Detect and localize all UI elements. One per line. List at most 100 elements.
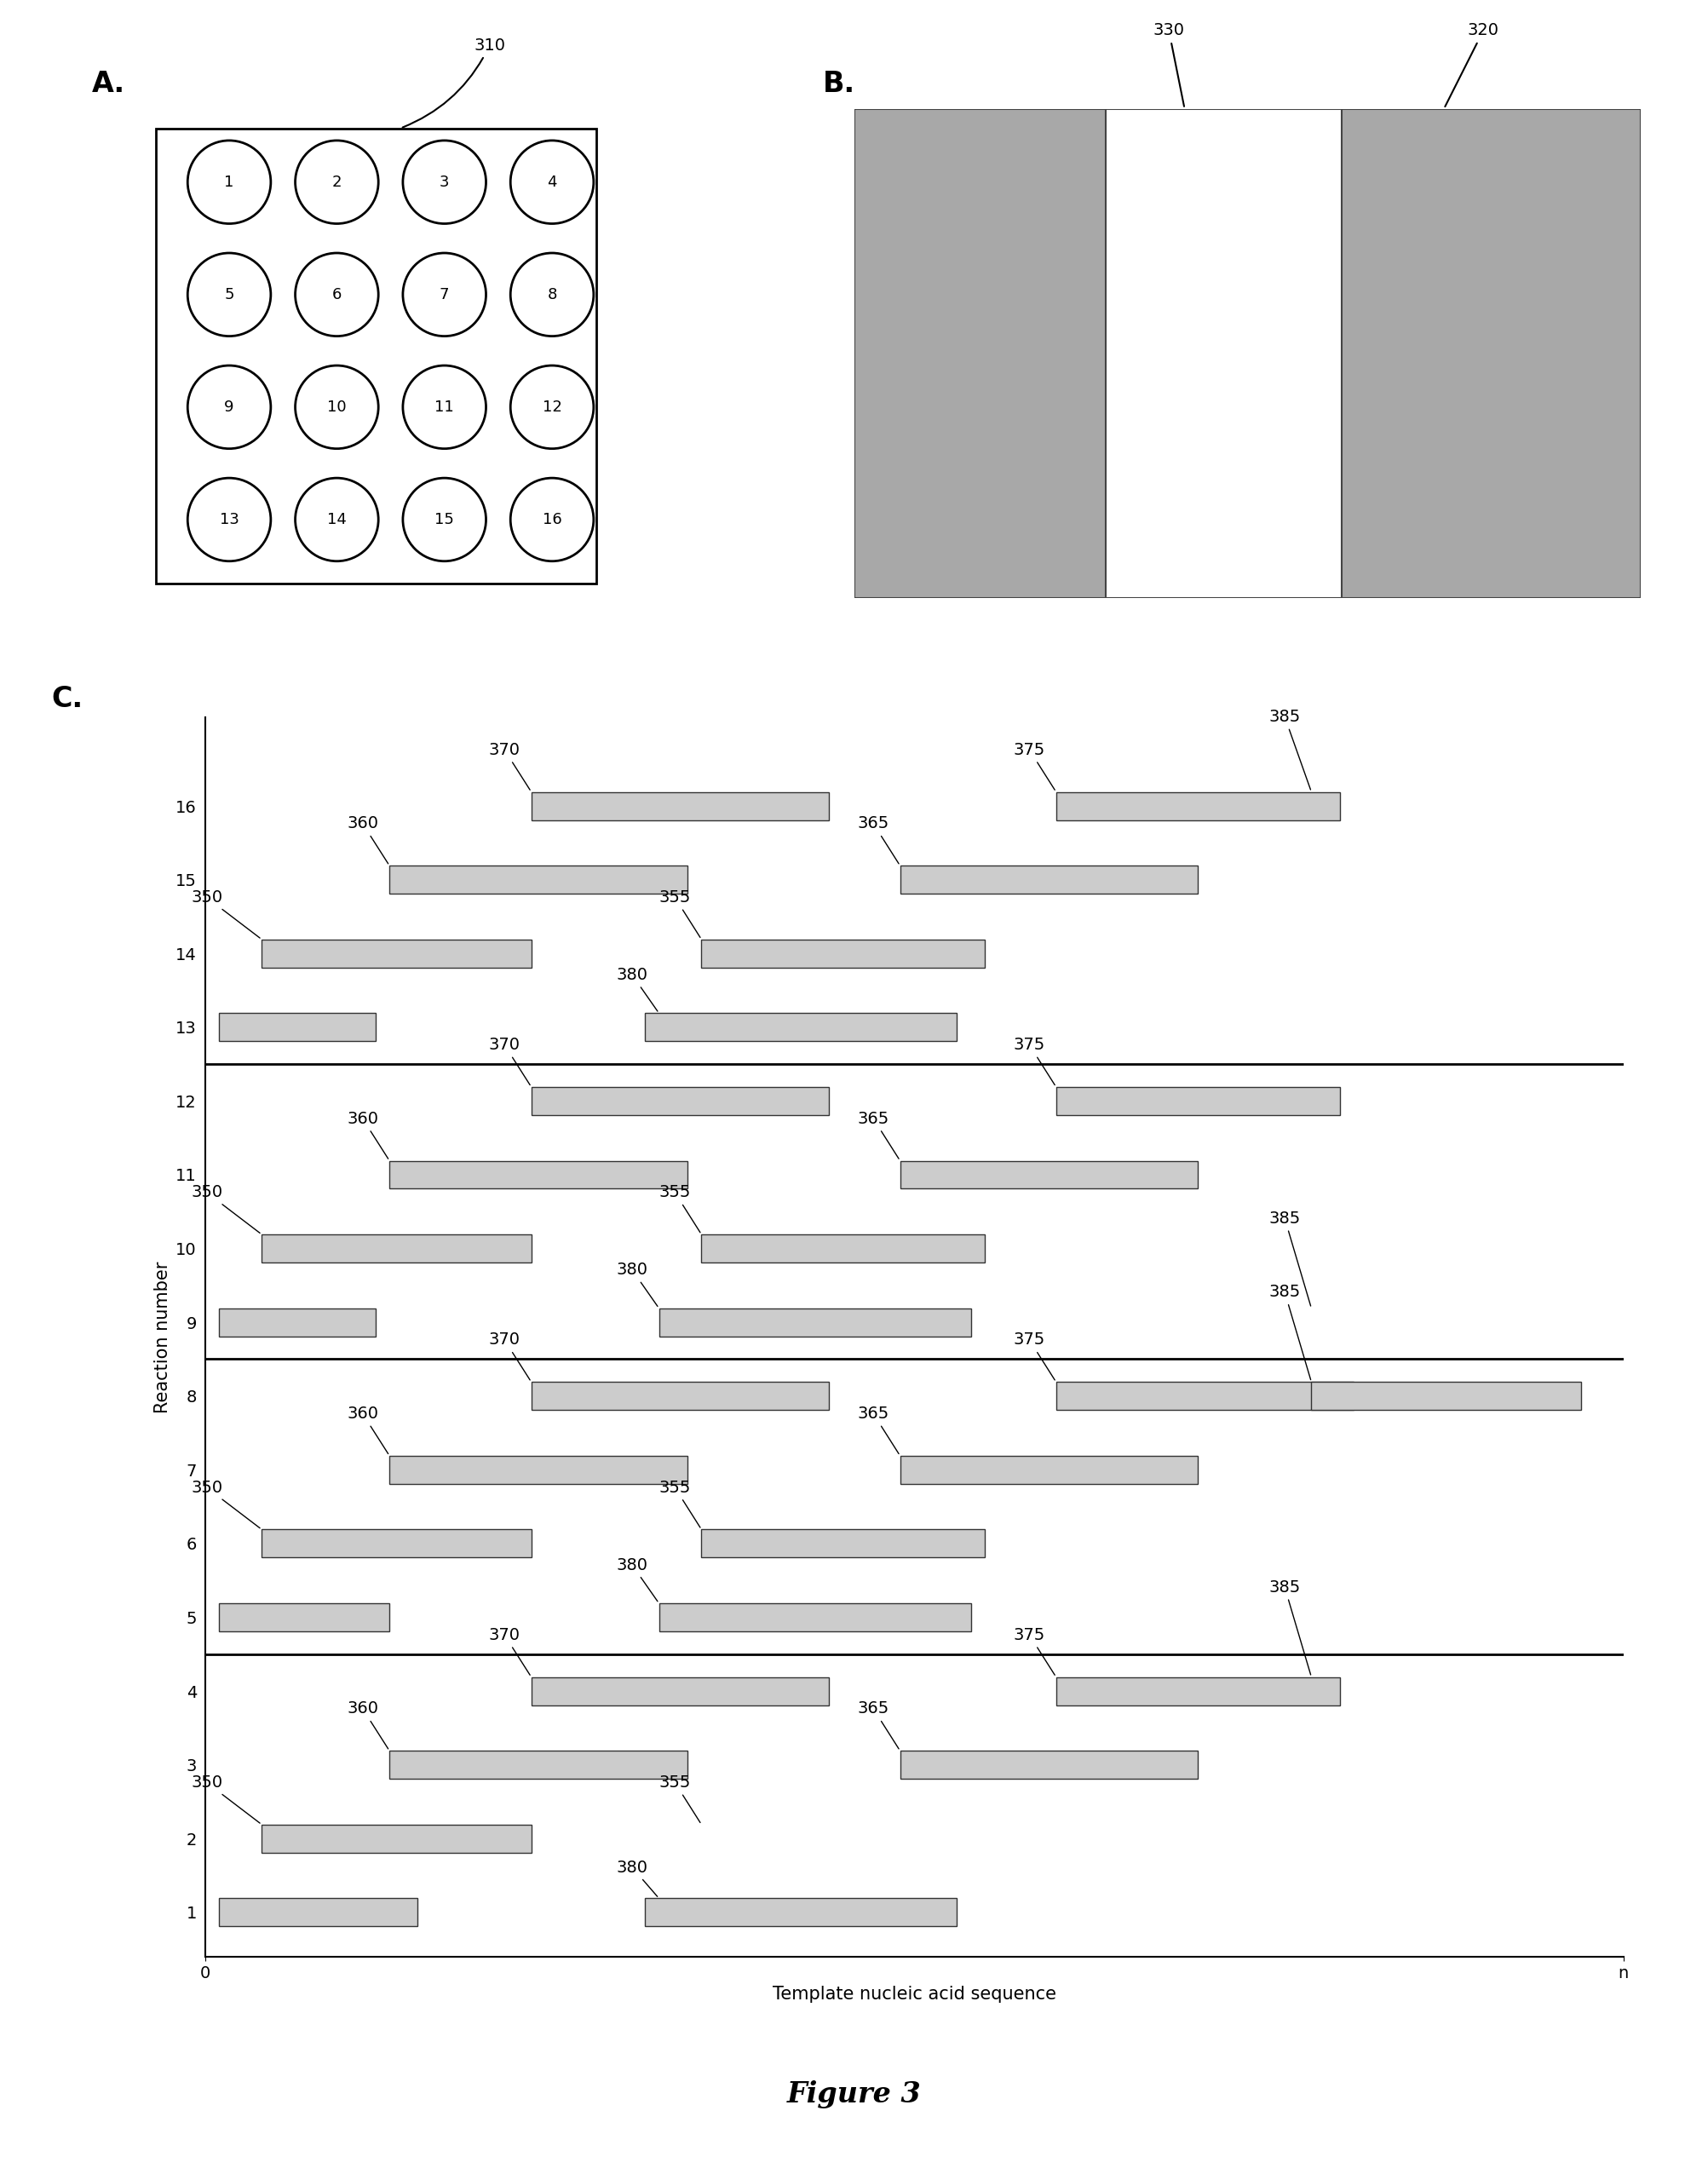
- Bar: [659, 1309, 970, 1337]
- Text: 360: 360: [347, 1111, 388, 1159]
- Text: Figure 3: Figure 3: [787, 2081, 921, 2109]
- Text: 355: 355: [659, 889, 700, 937]
- Bar: [531, 1676, 828, 1704]
- Bar: [659, 1602, 970, 1630]
- Ellipse shape: [295, 365, 377, 448]
- Text: 380: 380: [617, 967, 658, 1011]
- Bar: [900, 1750, 1197, 1778]
- Ellipse shape: [511, 478, 593, 561]
- Text: 365: 365: [857, 815, 898, 863]
- Text: 11: 11: [434, 400, 454, 415]
- Ellipse shape: [511, 252, 593, 337]
- Bar: [389, 1457, 687, 1485]
- Text: 375: 375: [1013, 1333, 1054, 1380]
- Text: 9: 9: [224, 400, 234, 415]
- Ellipse shape: [188, 252, 270, 337]
- Text: 370: 370: [488, 1626, 529, 1674]
- Text: B.: B.: [823, 70, 856, 98]
- Bar: [1056, 791, 1339, 820]
- Text: 370: 370: [488, 741, 529, 789]
- Ellipse shape: [188, 478, 270, 561]
- Bar: [1105, 109, 1341, 598]
- Text: 355: 355: [659, 1480, 700, 1528]
- Bar: [389, 1161, 687, 1189]
- Text: 330: 330: [1153, 22, 1184, 107]
- Text: 375: 375: [1013, 1037, 1054, 1085]
- Bar: [700, 939, 984, 967]
- Text: 380: 380: [617, 1261, 658, 1307]
- Text: 10: 10: [326, 400, 347, 415]
- Text: 380: 380: [617, 1859, 658, 1896]
- Bar: [700, 1235, 984, 1263]
- Ellipse shape: [403, 365, 485, 448]
- Ellipse shape: [295, 141, 377, 224]
- Text: 360: 360: [347, 1407, 388, 1454]
- X-axis label: Template nucleic acid sequence: Template nucleic acid sequence: [772, 1985, 1056, 2002]
- Bar: [219, 1898, 417, 1926]
- Bar: [900, 1457, 1197, 1485]
- Ellipse shape: [188, 141, 270, 224]
- Text: 355: 355: [659, 1774, 700, 1822]
- Bar: [261, 1235, 531, 1263]
- Text: 365: 365: [857, 1111, 898, 1159]
- Bar: [1056, 1383, 1353, 1411]
- Bar: [531, 791, 828, 820]
- Ellipse shape: [511, 365, 593, 448]
- Bar: [644, 1013, 956, 1041]
- Ellipse shape: [403, 141, 485, 224]
- Bar: [261, 939, 531, 967]
- Bar: [261, 1824, 531, 1852]
- Text: 365: 365: [857, 1407, 898, 1454]
- Ellipse shape: [295, 252, 377, 337]
- Ellipse shape: [403, 252, 485, 337]
- Text: 360: 360: [347, 1700, 388, 1748]
- Text: 385: 385: [1267, 1578, 1310, 1674]
- Text: 6: 6: [331, 287, 342, 302]
- Text: 15: 15: [434, 511, 454, 528]
- Text: 350: 350: [191, 1185, 260, 1233]
- Bar: [531, 1383, 828, 1411]
- Bar: [1056, 1676, 1339, 1704]
- Text: 5: 5: [224, 287, 234, 302]
- Bar: [219, 1602, 389, 1630]
- Ellipse shape: [511, 141, 593, 224]
- Text: A.: A.: [92, 70, 125, 98]
- Text: 16: 16: [541, 511, 562, 528]
- Text: 370: 370: [488, 1037, 529, 1085]
- Bar: [261, 1530, 531, 1557]
- Text: 385: 385: [1267, 709, 1310, 789]
- Text: 380: 380: [617, 1557, 658, 1602]
- Text: 355: 355: [659, 1185, 700, 1233]
- Text: C.: C.: [51, 685, 84, 713]
- Text: 13: 13: [219, 511, 239, 528]
- Bar: [1310, 1383, 1580, 1411]
- Ellipse shape: [403, 478, 485, 561]
- Text: 12: 12: [541, 400, 562, 415]
- Ellipse shape: [295, 478, 377, 561]
- Text: 1: 1: [224, 174, 234, 189]
- Text: 360: 360: [347, 815, 388, 863]
- Y-axis label: Reaction number: Reaction number: [154, 1261, 171, 1413]
- Text: 365: 365: [857, 1700, 898, 1748]
- Bar: [900, 865, 1197, 894]
- Text: 350: 350: [191, 889, 260, 937]
- Bar: [1056, 1087, 1339, 1115]
- Text: 7: 7: [439, 287, 449, 302]
- Text: 3: 3: [439, 174, 449, 189]
- Text: 14: 14: [326, 511, 347, 528]
- Bar: [644, 1898, 956, 1926]
- Bar: [219, 1309, 376, 1337]
- Bar: [219, 1013, 376, 1041]
- Text: 310: 310: [403, 37, 506, 128]
- Bar: [531, 1087, 828, 1115]
- Text: 385: 385: [1267, 1285, 1310, 1380]
- Text: 385: 385: [1267, 1211, 1310, 1307]
- Text: 8: 8: [547, 287, 557, 302]
- Text: 350: 350: [191, 1480, 260, 1528]
- Bar: [389, 865, 687, 894]
- Text: 320: 320: [1445, 22, 1498, 107]
- Bar: [700, 1530, 984, 1557]
- Text: 375: 375: [1013, 1626, 1054, 1674]
- Text: 4: 4: [547, 174, 557, 189]
- Bar: [389, 1750, 687, 1778]
